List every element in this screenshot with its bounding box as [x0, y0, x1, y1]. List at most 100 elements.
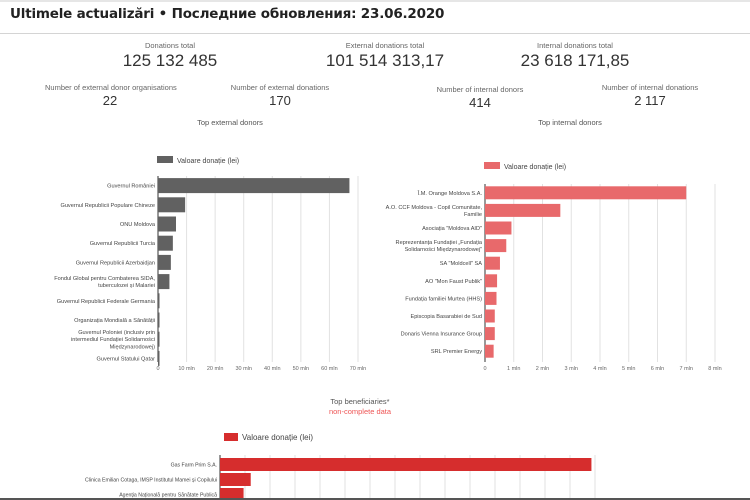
kpi-label: External donations total: [345, 41, 425, 50]
kpi-label: Internal donations total: [537, 41, 613, 50]
category-label: Î.M. Orange Moldova S.A.: [417, 190, 483, 197]
kpi-ext-donations: Number of external donations 170: [225, 83, 335, 108]
bar: [158, 350, 160, 366]
category-label: Episcopia Basarabiei de Sud: [410, 314, 482, 320]
legend-label: Valoare donație (lei): [504, 164, 566, 171]
x-tick-label: 2 mln: [536, 366, 549, 372]
x-tick-label: 60 mln: [321, 366, 338, 372]
category-label: Międzynarodowej): [110, 344, 156, 350]
legend-label: Valoare donație (lei): [177, 158, 239, 165]
beneficiaries-note: non-complete data: [328, 407, 392, 416]
bar: [158, 178, 350, 194]
bar: [158, 197, 186, 213]
bar: [220, 473, 251, 486]
bar: [485, 186, 687, 200]
kpi-donations-total: Donations total 125 132 485: [110, 41, 230, 71]
category-label: tuberculozei și Malariei: [98, 283, 155, 289]
kpi-value: 414: [469, 95, 491, 110]
category-label: Clinica Emilian Cotaga, IMSP Institutul …: [85, 477, 217, 483]
category-label: Reprezentanța Fundației „Fundația: [396, 240, 483, 246]
category-label: Solidarności Międzynarodowej”: [405, 247, 483, 253]
bar: [485, 291, 497, 305]
x-tick-label: 4 mln: [593, 366, 606, 372]
kpi-external-total: External donations total 101 514 313,17: [305, 41, 465, 71]
x-tick-label: 30 mln: [235, 366, 252, 372]
bar: [485, 203, 561, 217]
x-tick-label: 5 mln: [622, 366, 635, 372]
x-tick-label: 0: [483, 366, 486, 372]
kpi-value: 2 117: [634, 93, 666, 108]
page-title: Ultimele actualizări • Последние обновле…: [10, 6, 445, 22]
bar: [485, 274, 498, 288]
kpi-value: 170: [269, 93, 291, 108]
x-tick-label: 7 mln: [680, 366, 693, 372]
section-title-external: Top external donors: [197, 118, 263, 127]
kpi-value: 23 618 171,85: [520, 51, 630, 70]
bar: [485, 309, 495, 323]
category-label: Guvernul Republicii Turcia: [90, 241, 156, 247]
kpi-label: Number of internal donations: [601, 83, 699, 92]
x-tick-label: 10 mln: [178, 366, 195, 372]
bottom-border: [0, 498, 750, 500]
category-label: Guvernul Statului Qatar: [97, 356, 156, 362]
x-tick-label: 8 mln: [708, 366, 721, 372]
bar: [485, 239, 507, 253]
chart-2: Valoare donație (lei) 0 1 mln 2 mln 3 mln 4 m…: [386, 162, 722, 372]
category-label: A.O. CCF Moldova - Copil Comunitate,: [386, 205, 483, 211]
bar: [158, 254, 171, 270]
section-title-beneficiaries: Top beneficiaries*: [330, 397, 390, 406]
category-label: Familie: [464, 212, 482, 218]
bar: [485, 221, 512, 235]
bar: [485, 256, 500, 270]
bar: [158, 331, 160, 347]
legend-swatch: [484, 162, 500, 169]
header-divider: [0, 33, 750, 34]
kpi-label: Number of external donations: [230, 83, 330, 92]
category-label: SRL Premier Energy: [431, 349, 482, 355]
chart-3: Valoare donație (lei) Gas Farm Prim S.A. C…: [85, 433, 596, 500]
category-label: Guvernul Poloniei (inclusiv prin: [78, 330, 155, 336]
bar: [158, 312, 160, 328]
category-label: SA "Moldcell" SA: [440, 261, 482, 267]
bar: [158, 274, 170, 290]
x-tick-label: 40 mln: [264, 366, 281, 372]
section-title-internal: Top internal donors: [538, 118, 602, 127]
bar: [485, 327, 495, 341]
kpi-int-donations: Number of internal donations 2 117: [595, 83, 705, 108]
x-tick-label: 20 mln: [207, 366, 224, 372]
category-label: AO "Mon Faust Publik": [425, 279, 482, 285]
bar: [485, 344, 494, 358]
legend-swatch: [224, 433, 238, 441]
category-label: Guvernul Republicii Populare Chineze: [60, 203, 155, 209]
kpi-label: Donations total: [144, 41, 196, 50]
x-tick-label: 1 mln: [507, 366, 520, 372]
category-label: Guvernul Republicii Federale Germania: [57, 299, 156, 305]
kpi-value: 125 132 485: [122, 51, 218, 70]
category-label: Fondul Global pentru Combaterea SIDA,: [54, 276, 155, 282]
legend-swatch: [157, 156, 173, 163]
x-tick-label: 3 mln: [565, 366, 578, 372]
kpi-value: 101 514 313,17: [325, 51, 445, 70]
kpi-value: 22: [102, 93, 118, 108]
category-label: Guvernul României: [107, 184, 155, 190]
bar: [220, 458, 592, 471]
x-tick-label: 50 mln: [293, 366, 310, 372]
kpi-internal-total: Internal donations total 23 618 171,85: [505, 41, 645, 71]
bar: [158, 216, 176, 232]
category-label: Agenția Națională pentru Sănătate Public…: [119, 492, 217, 498]
kpi-label: Number of external donor organisations: [45, 83, 177, 92]
category-label: Gas Farm Prim S.A.: [171, 462, 217, 468]
bar: [158, 235, 173, 251]
bar: [158, 293, 160, 309]
kpi-ext-donor-orgs: Number of external donor organisations 2…: [45, 83, 177, 108]
kpi-int-donors: Number of internal donors 414: [430, 85, 530, 110]
bar: [220, 488, 244, 500]
x-tick-label: 0: [156, 366, 159, 372]
category-label: Guvernul Republicii Azerbaidjan: [76, 260, 155, 266]
category-label: Asociația "Moldova AID": [422, 226, 482, 232]
chart-1: Valoare donație (lei) 0 10 mln 20 mln 30 mln…: [54, 156, 366, 372]
top-rule: [0, 0, 750, 2]
category-label: Organizația Mondială a Sănătății: [74, 318, 155, 324]
legend-label: Valoare donație (lei): [242, 433, 313, 442]
category-label: ONU Moldova: [120, 222, 156, 228]
